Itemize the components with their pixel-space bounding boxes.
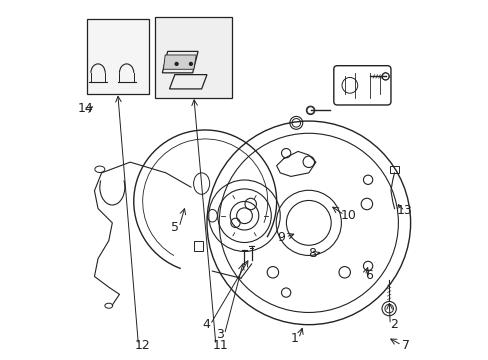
Text: 7: 7 xyxy=(401,338,409,351)
Text: 8: 8 xyxy=(308,247,316,260)
Text: 1: 1 xyxy=(290,332,298,345)
Text: 12: 12 xyxy=(135,338,150,351)
Text: 5: 5 xyxy=(170,221,179,234)
Text: 13: 13 xyxy=(396,204,411,217)
Polygon shape xyxy=(163,55,196,69)
Text: 3: 3 xyxy=(216,328,224,341)
Text: 10: 10 xyxy=(340,208,356,221)
Circle shape xyxy=(174,62,179,66)
Text: 14: 14 xyxy=(78,102,93,115)
Text: 11: 11 xyxy=(212,338,227,351)
Bar xyxy=(389,166,398,173)
Bar xyxy=(194,241,203,251)
Text: 2: 2 xyxy=(390,318,398,331)
Text: 4: 4 xyxy=(202,318,209,331)
Text: 6: 6 xyxy=(365,269,373,282)
Bar xyxy=(155,18,231,98)
Bar xyxy=(86,19,149,94)
Text: 9: 9 xyxy=(277,231,285,244)
Circle shape xyxy=(188,62,193,66)
